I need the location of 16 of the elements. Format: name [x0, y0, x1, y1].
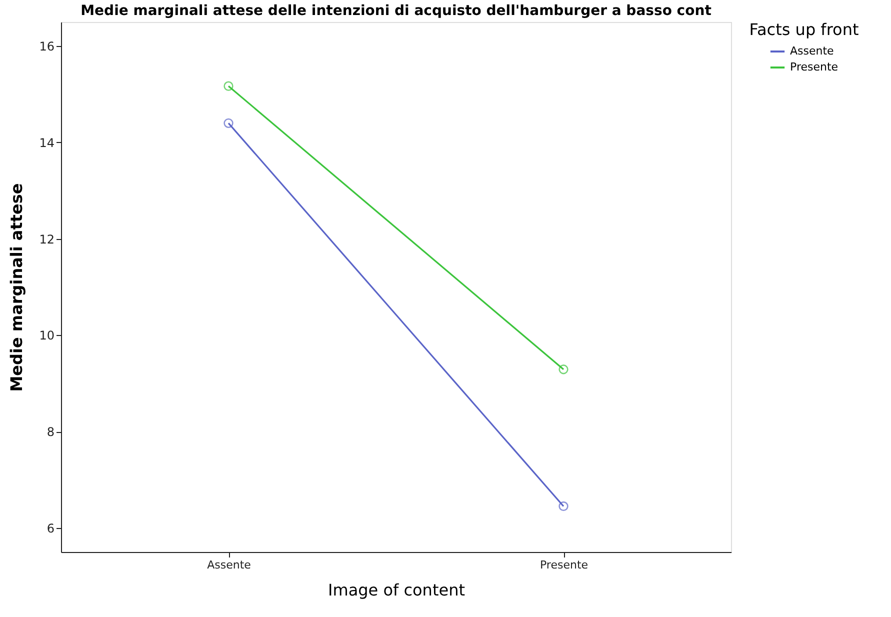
point — [558, 501, 568, 512]
y-tick-label: 10 — [39, 328, 54, 343]
legend-title: Facts up front — [749, 20, 859, 39]
chart-title: Medie marginali attese delle intenzioni di acquisto dell'hamburger a basso cont — [80, 3, 712, 19]
y-tick-label: 16 — [39, 40, 54, 54]
point — [224, 81, 234, 91]
y-axis-title: Medie marginali attese — [7, 183, 26, 392]
point — [224, 118, 234, 128]
point — [558, 364, 568, 374]
y-tick-label: 8 — [46, 425, 54, 440]
y-tick-label: 12 — [39, 232, 54, 246]
y-tick-label: 14 — [39, 136, 54, 150]
legend-label: Assente — [790, 44, 834, 58]
x-axis-title: Image of content — [328, 580, 465, 600]
legend-label: Presente — [790, 60, 838, 74]
y-tick-label: 6 — [46, 521, 54, 536]
